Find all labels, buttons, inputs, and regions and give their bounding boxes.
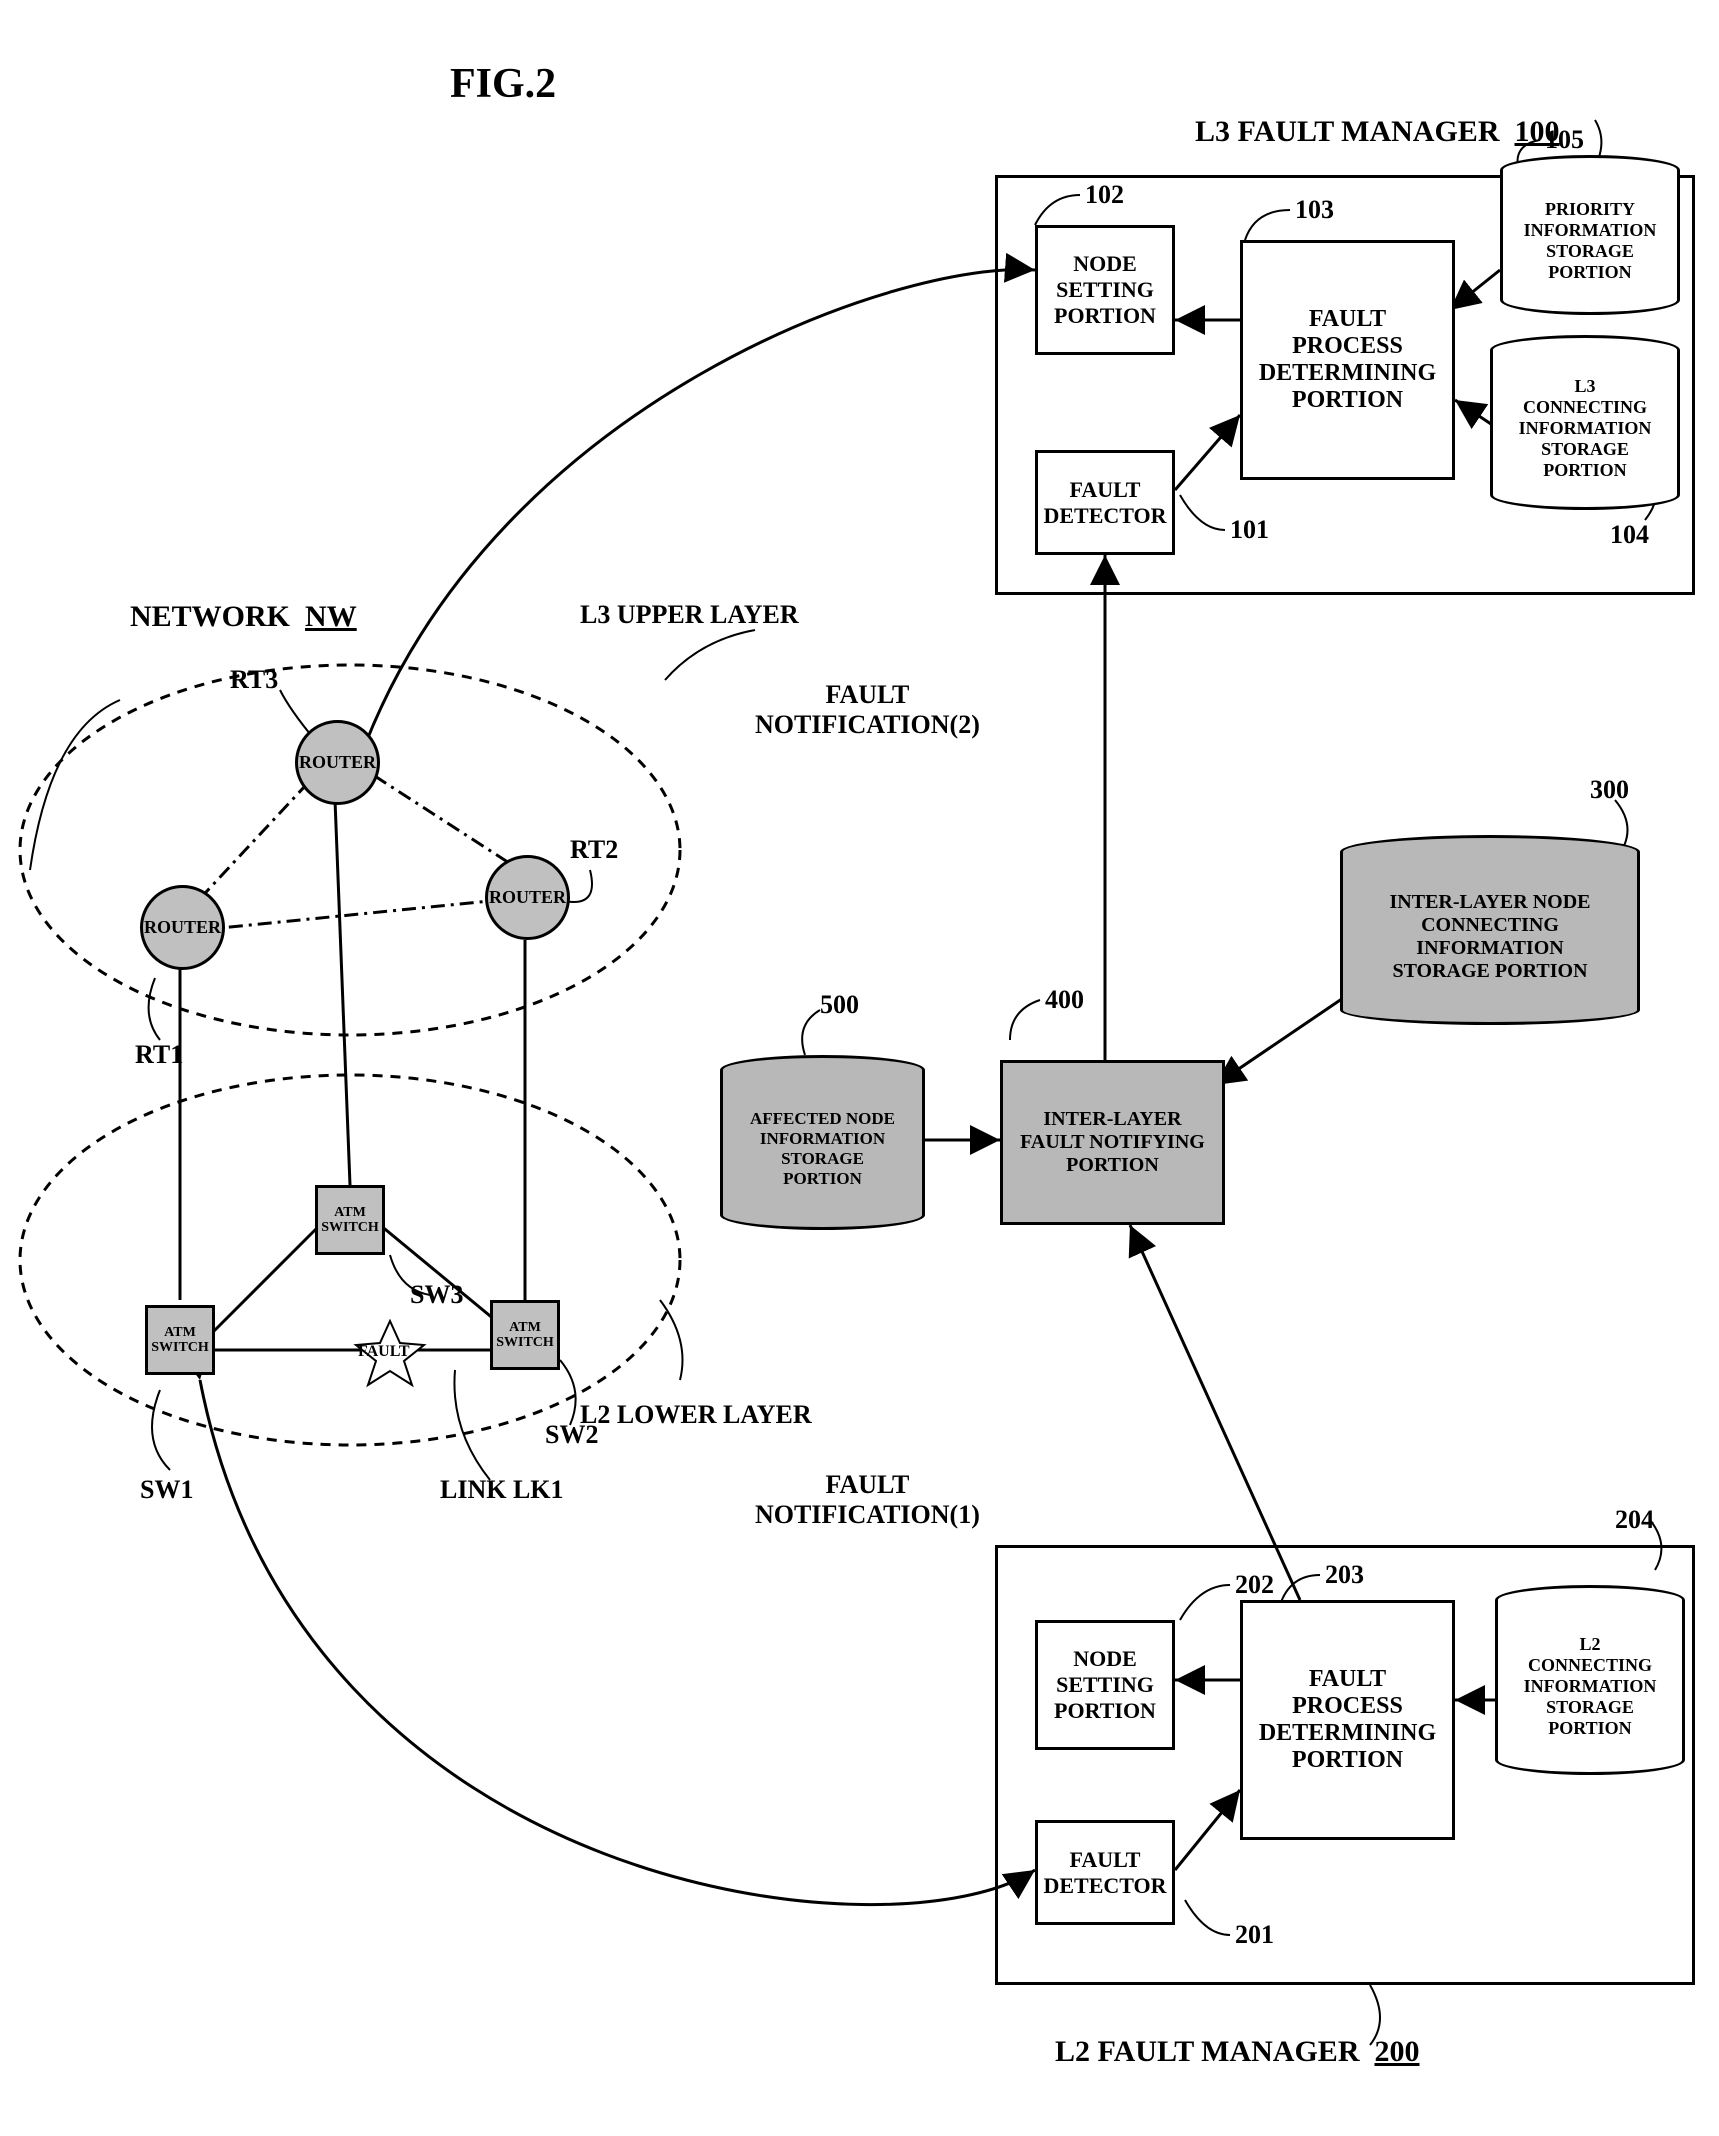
- l2-node-setting: NODE SETTING PORTION: [1035, 1620, 1175, 1750]
- l2-fault-detector: FAULT DETECTOR: [1035, 1820, 1175, 1925]
- switch-sw1: ATM SWITCH: [145, 1305, 215, 1375]
- l2-201-num: 201: [1235, 1920, 1274, 1950]
- il-notify-label: INTER-LAYER FAULT NOTIFYING PORTION: [1020, 1108, 1205, 1177]
- figure-label: FIG.2: [450, 60, 556, 108]
- num-300: 300: [1590, 775, 1629, 805]
- l2-202-num: 202: [1235, 1570, 1274, 1600]
- fault-notif-1: FAULT NOTIFICATION(1): [755, 1470, 980, 1530]
- link-label: LINK LK1: [440, 1475, 564, 1505]
- router-rt2: ROUTER: [485, 855, 570, 940]
- l2-204-num: 204: [1615, 1505, 1654, 1535]
- rt3-tag: RT3: [230, 665, 278, 695]
- l3-fault-process: FAULT PROCESS DETERMINING PORTION: [1240, 240, 1455, 480]
- fault-notif-2: FAULT NOTIFICATION(2): [755, 680, 980, 740]
- network-label: NETWORK NW: [130, 600, 357, 634]
- sw2-tag: SW2: [545, 1420, 598, 1450]
- l3-prio-label: PRIORITY INFORMATION STORAGE PORTION: [1524, 199, 1657, 283]
- router-rt1-label: ROUTER: [144, 917, 221, 938]
- l2-fp-label: FAULT PROCESS DETERMINING PORTION: [1259, 1666, 1436, 1774]
- sw3-label: ATM SWITCH: [321, 1205, 379, 1236]
- interlayer-notify: INTER-LAYER FAULT NOTIFYING PORTION: [1000, 1060, 1225, 1225]
- l3-fault-detector: FAULT DETECTOR: [1035, 450, 1175, 555]
- fault-star-label: FAULT: [358, 1343, 410, 1361]
- l3-102-num: 102: [1085, 180, 1124, 210]
- num-400: 400: [1045, 985, 1084, 1015]
- router-rt1: ROUTER: [140, 885, 225, 970]
- l3-fp-label: FAULT PROCESS DETERMINING PORTION: [1259, 306, 1436, 414]
- num-500: 500: [820, 990, 859, 1020]
- lower-layer-label: L2 LOWER LAYER: [580, 1400, 812, 1430]
- l3-connecting-cyl: L3 CONNECTING INFORMATION STORAGE PORTIO…: [1490, 335, 1680, 510]
- rt1-tag: RT1: [135, 1040, 183, 1070]
- l3-title-text: L3 FAULT MANAGER: [1195, 115, 1499, 148]
- affected-label: AFFECTED NODE INFORMATION STORAGE PORTIO…: [750, 1109, 895, 1189]
- l3-node-setting: NODE SETTING PORTION: [1035, 225, 1175, 355]
- l3-104-num: 104: [1610, 520, 1649, 550]
- l3-fault-det-label: FAULT DETECTOR: [1043, 477, 1166, 529]
- l2-fault-process: FAULT PROCESS DETERMINING PORTION: [1240, 1600, 1455, 1840]
- l3-103-num: 103: [1295, 195, 1334, 225]
- rt2-tag: RT2: [570, 835, 618, 865]
- sw1-label: ATM SWITCH: [151, 1325, 209, 1356]
- il-storage-label: INTER-LAYER NODE CONNECTING INFORMATION …: [1390, 891, 1591, 983]
- l3-title: L3 FAULT MANAGER 100: [1195, 115, 1559, 149]
- router-rt2-label: ROUTER: [489, 887, 566, 908]
- switch-sw3: ATM SWITCH: [315, 1185, 385, 1255]
- network-text: NETWORK: [130, 600, 290, 633]
- l3-105-num: 105: [1545, 125, 1584, 155]
- l2-fd-label: FAULT DETECTOR: [1043, 1847, 1166, 1899]
- l2-203-num: 203: [1325, 1560, 1364, 1590]
- sw2-label: ATM SWITCH: [496, 1320, 554, 1351]
- l3-101-num: 101: [1230, 515, 1269, 545]
- l2-ns-label: NODE SETTING PORTION: [1054, 1646, 1156, 1724]
- interlayer-storage-cyl: INTER-LAYER NODE CONNECTING INFORMATION …: [1340, 835, 1640, 1025]
- l2-title-text: L2 FAULT MANAGER: [1055, 2035, 1359, 2068]
- network-nw: NW: [305, 600, 357, 633]
- router-rt3-label: ROUTER: [299, 752, 376, 773]
- l2-title: L2 FAULT MANAGER 200: [1055, 2035, 1419, 2069]
- l2-num: 200: [1374, 2035, 1419, 2068]
- sw3-tag: SW3: [410, 1280, 463, 1310]
- l3-node-setting-label: NODE SETTING PORTION: [1054, 251, 1156, 329]
- l3-priority-cyl: PRIORITY INFORMATION STORAGE PORTION: [1500, 155, 1680, 315]
- router-rt3: ROUTER: [295, 720, 380, 805]
- l3-conn-label: L3 CONNECTING INFORMATION STORAGE PORTIO…: [1519, 376, 1652, 481]
- upper-layer-label: L3 UPPER LAYER: [580, 600, 799, 630]
- l2-conn-label: L2 CONNECTING INFORMATION STORAGE PORTIO…: [1524, 1634, 1657, 1739]
- l2-connecting-cyl: L2 CONNECTING INFORMATION STORAGE PORTIO…: [1495, 1585, 1685, 1775]
- switch-sw2: ATM SWITCH: [490, 1300, 560, 1370]
- sw1-tag: SW1: [140, 1475, 193, 1505]
- affected-node-cyl: AFFECTED NODE INFORMATION STORAGE PORTIO…: [720, 1055, 925, 1230]
